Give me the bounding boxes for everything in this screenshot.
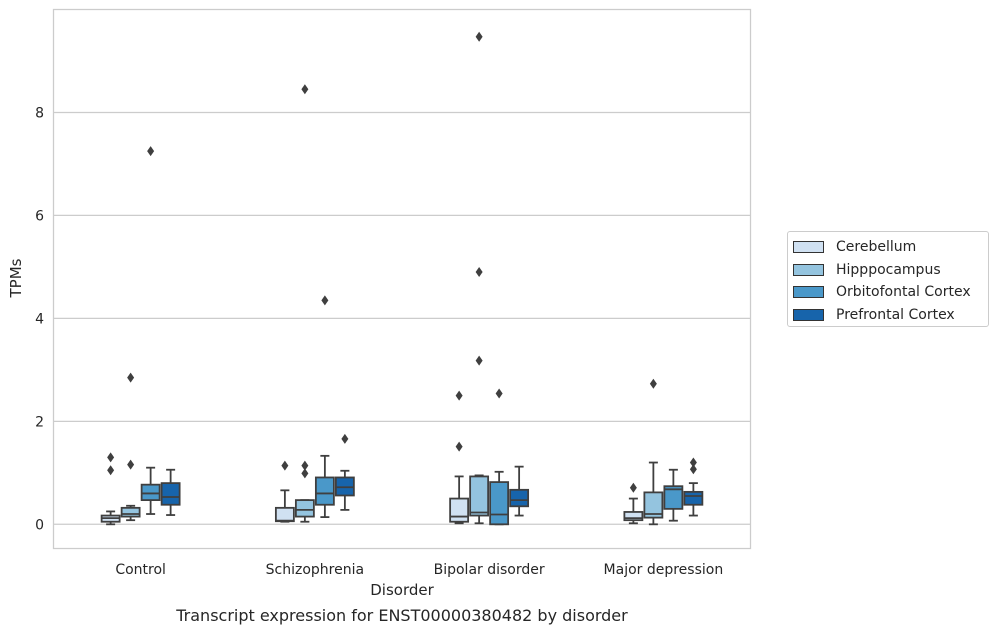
box-prefrontal-cortex (683, 457, 704, 517)
outlier-point (127, 459, 135, 470)
box-orbitofontal-cortex (489, 388, 510, 526)
chart-caption: Transcript expression for ENST0000038048… (176, 606, 628, 625)
box-prefrontal-cortex (334, 433, 355, 511)
outlier-point (455, 390, 463, 401)
box-body (663, 485, 684, 510)
box-body (683, 490, 704, 506)
box-body (294, 499, 315, 518)
outlier-point (321, 295, 329, 306)
y-tick-label: 2 (35, 414, 44, 430)
outlier-point (475, 267, 483, 278)
outlier-point (147, 146, 155, 157)
box-hipppocampus (643, 378, 664, 526)
x-tick-label: Schizophrenia (266, 562, 364, 578)
box-body (314, 476, 335, 506)
box-body (160, 482, 181, 506)
x-axis-label: Disorder (370, 581, 434, 599)
outlier-point (301, 84, 309, 95)
outlier-point (341, 433, 349, 444)
box-body (274, 506, 295, 523)
box-hipppocampus (294, 84, 315, 523)
y-tick-label: 6 (35, 208, 44, 224)
y-tick-labels: 0 2 4 6 8 (35, 105, 44, 533)
legend-item: Cerebellum (793, 236, 988, 259)
legend: Cerebellum Hipppocampus Orbitofontal Corte… (787, 231, 989, 327)
legend-swatch (793, 308, 824, 321)
box-cerebellum (449, 390, 470, 525)
box-body (469, 475, 490, 517)
box-body (643, 491, 664, 519)
outlier-point (281, 460, 289, 471)
legend-swatch (793, 286, 824, 299)
box-body (120, 506, 141, 518)
outlier-point (689, 464, 697, 475)
outlier-point (107, 465, 115, 476)
box-body (449, 497, 470, 523)
box-orbitofontal-cortex (140, 146, 161, 515)
legend-item: Hipppocampus (793, 259, 988, 282)
y-tick-label: 4 (35, 311, 44, 327)
y-tick-label: 8 (35, 105, 44, 121)
box-cerebellum (623, 482, 644, 525)
box-body (489, 481, 510, 526)
legend-label: Prefrontal Cortex (836, 306, 955, 323)
outlier-point (475, 355, 483, 366)
box-body (623, 511, 644, 522)
legend-item: Prefrontal Cortex (793, 304, 988, 327)
y-axis-label: TPMs (7, 258, 25, 298)
legend-label: Cerebellum (836, 239, 917, 256)
outlier-point (455, 441, 463, 452)
outlier-point (301, 460, 309, 471)
x-tick-label: Bipolar disorder (434, 562, 545, 578)
box-cerebellum (274, 460, 295, 523)
x-tick-labels: Control Schizophrenia Bipolar disorder Majo… (115, 562, 723, 578)
legend-swatch (793, 263, 824, 276)
outlier-point (475, 31, 483, 42)
legend-item: Orbitofontal Cortex (793, 281, 988, 304)
box-orbitofontal-cortex (663, 468, 684, 522)
box-hipppocampus (120, 372, 141, 522)
box-prefrontal-cortex (509, 465, 530, 517)
box-orbitofontal-cortex (314, 295, 335, 518)
x-tick-label: Control (115, 562, 166, 578)
boxes (100, 31, 704, 526)
box-body (509, 488, 530, 508)
outlier-point (495, 388, 503, 399)
x-tick-label: Major depression (604, 562, 724, 578)
box-hipppocampus (469, 31, 490, 525)
legend-swatch (793, 241, 824, 254)
legend-label: Orbitofontal Cortex (836, 284, 971, 301)
outlier-point (127, 372, 135, 383)
outlier-point (689, 457, 697, 468)
gridlines (53, 111, 751, 525)
outlier-point (649, 378, 657, 389)
plot-frame (52, 8, 752, 550)
outlier-point (107, 452, 115, 463)
outlier-point (301, 468, 309, 479)
y-tick-label: 0 (35, 517, 44, 533)
outlier-point (629, 482, 637, 493)
box-cerebellum (100, 452, 121, 526)
legend-label: Hipppocampus (836, 261, 941, 278)
box-body (140, 483, 161, 502)
box-prefrontal-cortex (160, 468, 181, 516)
